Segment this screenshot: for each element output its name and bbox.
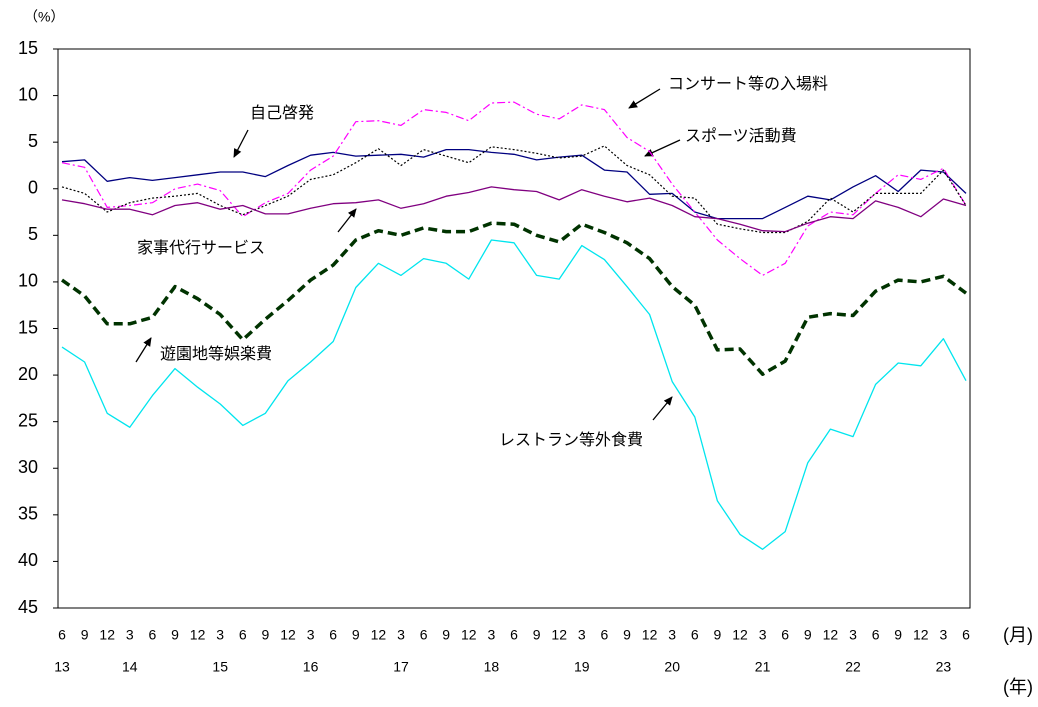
x-tick-label: 6 — [872, 627, 880, 643]
x-tick-label: 12 — [913, 627, 929, 643]
y-tick-label: 40 — [18, 550, 38, 570]
year-label: 21 — [755, 659, 771, 675]
x-tick-label: 6 — [149, 627, 157, 643]
x-tick-label: 12 — [642, 627, 658, 643]
x-tick-label: 3 — [849, 627, 857, 643]
x-tick-label: 6 — [239, 627, 247, 643]
y-tick-label: 35 — [18, 504, 38, 524]
series-line — [61, 239, 967, 550]
x-tick-label: 3 — [578, 627, 586, 643]
y-tick-label: 0 — [28, 178, 38, 198]
arrow — [233, 129, 249, 158]
year-label: 22 — [845, 659, 861, 675]
x-unit: (月) — [1003, 625, 1033, 645]
annotation: 遊園地等娯楽費 — [160, 345, 272, 363]
y-tick-label: 25 — [18, 410, 38, 430]
y-tick-label: 10 — [18, 84, 38, 104]
x-tick-label: 9 — [623, 627, 631, 643]
year-label: 18 — [484, 659, 500, 675]
x-tick-label: 3 — [668, 627, 676, 643]
x-tick-label: 12 — [99, 627, 115, 643]
x-tick-label: 3 — [488, 627, 496, 643]
series-line — [61, 145, 967, 234]
y-tick-label: 5 — [28, 224, 38, 244]
x-tick-label: 3 — [216, 627, 224, 643]
x-tick-label: 3 — [397, 627, 405, 643]
annotation: レストラン等外食費 — [499, 431, 643, 449]
annotation: 家事代行サービス — [137, 239, 265, 257]
x-tick-label: 6 — [420, 627, 428, 643]
year-label: 16 — [303, 659, 319, 675]
x-tick-label: 12 — [190, 627, 206, 643]
year-label: 14 — [122, 659, 138, 675]
x-tick-label: 12 — [732, 627, 748, 643]
x-tick-label: 9 — [81, 627, 89, 643]
arrow — [652, 396, 673, 421]
y-tick-label: 20 — [18, 364, 38, 384]
x-tick-label: 12 — [371, 627, 387, 643]
y-tick-label: 10 — [18, 271, 38, 291]
x-tick-label: 3 — [307, 627, 315, 643]
x-tick-label: 6 — [510, 627, 518, 643]
year-label: 23 — [936, 659, 952, 675]
x-tick-label: 6 — [601, 627, 609, 643]
series-line — [61, 186, 967, 233]
year-label: 17 — [393, 659, 409, 675]
series-line — [61, 148, 967, 220]
arrow — [644, 139, 681, 157]
y-tick-label: 45 — [18, 597, 38, 617]
y-unit: （%） — [24, 9, 64, 25]
x-tick-label: 12 — [280, 627, 296, 643]
annotation: スポーツ活動費 — [685, 127, 797, 145]
y-tick-label: 5 — [28, 131, 38, 151]
year-unit: (年) — [1003, 677, 1033, 697]
x-tick-label: 3 — [759, 627, 767, 643]
y-tick-label: 30 — [18, 457, 38, 477]
annotation: 自己啓発 — [250, 104, 314, 122]
year-label: 19 — [574, 659, 590, 675]
series-line — [60, 221, 968, 376]
annotation: コンサート等の入場料 — [668, 75, 828, 93]
x-tick-label: 3 — [940, 627, 948, 643]
year-label: 13 — [54, 659, 70, 675]
y-tick-label: 15 — [18, 317, 38, 337]
year-label: 20 — [664, 659, 680, 675]
x-tick-label: 9 — [804, 627, 812, 643]
arrow — [337, 208, 357, 233]
arrow — [628, 88, 661, 109]
x-tick-label: 9 — [442, 627, 450, 643]
x-tick-label: 6 — [781, 627, 789, 643]
series-line — [61, 101, 967, 276]
x-tick-label: 9 — [262, 627, 270, 643]
x-tick-label: 6 — [691, 627, 699, 643]
plot-frame — [57, 48, 971, 609]
x-tick-label: 9 — [352, 627, 360, 643]
x-tick-label: 9 — [894, 627, 902, 643]
x-tick-label: 12 — [461, 627, 477, 643]
x-tick-label: 3 — [126, 627, 134, 643]
x-tick-label: 6 — [329, 627, 337, 643]
x-tick-label: 12 — [551, 627, 567, 643]
y-tick-label: 15 — [18, 38, 38, 58]
x-tick-label: 9 — [533, 627, 541, 643]
x-tick-label: 6 — [58, 627, 66, 643]
annotations: コンサート等の入場料 自己啓発 スポーツ活動費 家事代行サービス 遊園地等娯楽費… — [135, 75, 828, 449]
x-tick-label: 6 — [962, 627, 970, 643]
x-tick-label: 9 — [171, 627, 179, 643]
x-tick-label: 12 — [823, 627, 839, 643]
x-tick-label: 9 — [714, 627, 722, 643]
arrow — [135, 337, 152, 363]
year-label: 15 — [212, 659, 228, 675]
